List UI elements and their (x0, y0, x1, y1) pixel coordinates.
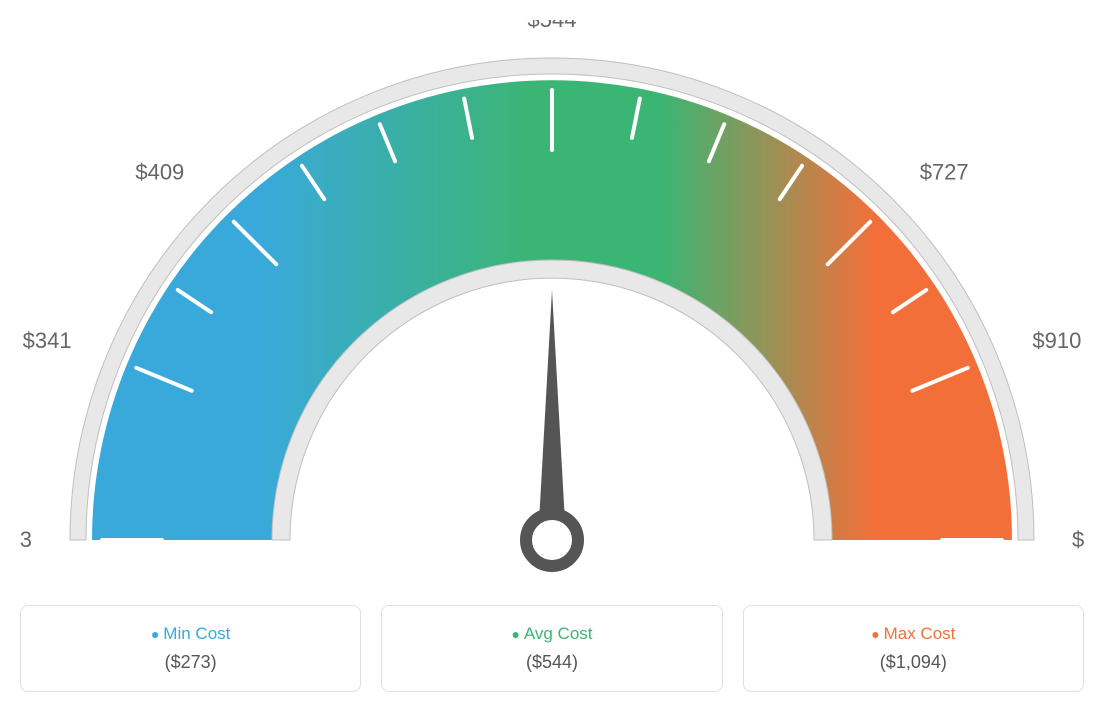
gauge-needle (538, 290, 566, 540)
legend-avg-title: Avg Cost (382, 624, 721, 644)
legend-avg-value: ($544) (382, 652, 721, 673)
legend-max: Max Cost ($1,094) (743, 605, 1084, 692)
legend-min-value: ($273) (21, 652, 360, 673)
gauge-tick-label: $727 (920, 159, 969, 184)
gauge-tick-label: $273 (20, 527, 32, 552)
gauge-tick-label: $910 (1032, 328, 1081, 353)
legend-avg: Avg Cost ($544) (381, 605, 722, 692)
gauge-tick-label: $341 (23, 328, 72, 353)
gauge-tick-label: $409 (135, 159, 184, 184)
legend-max-title: Max Cost (744, 624, 1083, 644)
legend-row: Min Cost ($273) Avg Cost ($544) Max Cost… (20, 605, 1084, 692)
cost-gauge: $273 $341 $409 $544 $727 $910 $1,094 (20, 20, 1084, 585)
gauge-needle-hub (526, 514, 578, 566)
gauge-svg: $273 $341 $409 $544 $727 $910 $1,094 (20, 20, 1084, 580)
legend-min: Min Cost ($273) (20, 605, 361, 692)
gauge-tick-label: $544 (528, 20, 577, 32)
legend-max-value: ($1,094) (744, 652, 1083, 673)
legend-min-title: Min Cost (21, 624, 360, 644)
gauge-tick-label: $1,094 (1072, 527, 1084, 552)
